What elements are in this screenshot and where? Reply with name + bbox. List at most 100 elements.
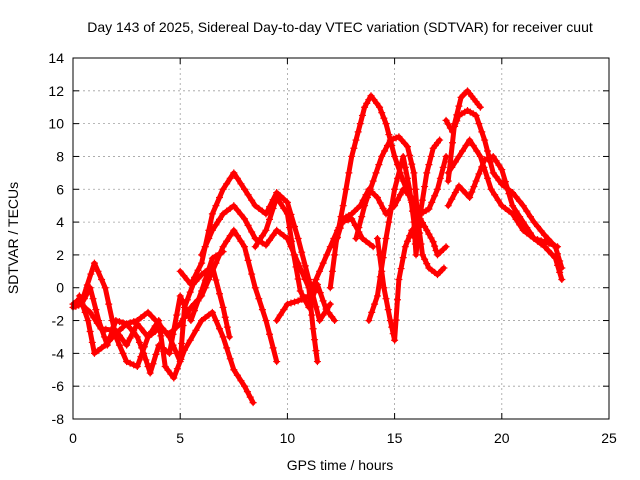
y-tick-label: 14 — [48, 50, 64, 66]
data-point — [75, 292, 83, 300]
data-point — [93, 319, 101, 327]
data-point — [498, 202, 506, 210]
data-point — [158, 324, 166, 332]
data-point — [216, 290, 224, 298]
data-point — [219, 248, 227, 256]
data-point — [241, 243, 249, 251]
data-point — [212, 252, 220, 260]
data-point — [312, 347, 320, 355]
data-point — [230, 202, 238, 210]
data-point — [316, 267, 324, 275]
data-point — [541, 238, 549, 246]
data-point — [369, 243, 377, 251]
data-point — [133, 333, 141, 341]
data-point — [126, 319, 134, 327]
data-point — [176, 267, 184, 275]
data-point — [505, 207, 513, 215]
data-point — [534, 222, 542, 230]
data-point — [391, 152, 399, 160]
data-point — [475, 120, 483, 128]
data-point — [396, 191, 404, 199]
data-point — [380, 284, 388, 292]
data-point — [86, 284, 94, 292]
data-point — [312, 303, 320, 311]
data-point — [512, 207, 520, 215]
data-point — [286, 224, 294, 232]
data-point — [251, 202, 259, 210]
data-point — [148, 327, 156, 335]
data-point — [119, 336, 127, 344]
data-point — [512, 215, 520, 223]
data-point — [219, 333, 227, 341]
data-point — [431, 192, 439, 200]
data-point — [226, 232, 234, 240]
data-point — [444, 120, 452, 128]
data-point — [361, 202, 369, 210]
data-point — [251, 284, 259, 292]
data-point — [244, 191, 252, 199]
data-point — [358, 213, 366, 221]
data-point — [301, 262, 309, 270]
data-point — [138, 344, 146, 352]
data-point — [406, 185, 414, 193]
data-point — [480, 163, 488, 171]
data-point — [216, 250, 224, 258]
data-point — [331, 243, 339, 251]
data-point — [130, 361, 138, 369]
data-point — [412, 251, 420, 259]
data-point — [382, 120, 390, 128]
data-point — [512, 193, 520, 201]
data-point — [428, 198, 436, 206]
data-point — [84, 317, 92, 325]
data-point — [472, 111, 480, 119]
data-point — [378, 152, 386, 160]
data-point — [308, 284, 316, 292]
data-point — [519, 202, 527, 210]
data-point — [294, 297, 302, 305]
data-point — [237, 180, 245, 188]
data-point — [219, 185, 227, 193]
data-point — [205, 265, 213, 273]
data-point — [381, 147, 389, 155]
data-point — [451, 122, 459, 130]
x-tick-label: 5 — [176, 430, 184, 446]
y-axis-label: SDTVAR / TECUs — [5, 182, 21, 294]
data-point — [208, 226, 216, 234]
data-point — [219, 210, 227, 218]
data-point — [472, 177, 480, 185]
data-point — [108, 334, 116, 342]
data-point — [140, 311, 148, 319]
data-point — [226, 204, 234, 212]
data-point — [373, 99, 381, 107]
data-point — [356, 120, 364, 128]
grid — [73, 58, 609, 419]
data-point — [183, 276, 191, 284]
data-point — [556, 268, 564, 276]
data-point — [90, 259, 98, 267]
data-point — [558, 276, 566, 284]
data-point — [280, 306, 288, 314]
data-point — [198, 259, 206, 267]
data-point — [554, 261, 562, 269]
data-point — [81, 308, 89, 316]
data-point — [179, 321, 187, 329]
data-point — [305, 292, 313, 300]
x-tick-label: 20 — [494, 430, 510, 446]
data-point — [276, 311, 284, 319]
data-point — [523, 207, 531, 215]
x-tick-label: 25 — [601, 430, 617, 446]
data-point — [144, 333, 152, 341]
data-point — [169, 341, 177, 349]
y-tick-label: -4 — [52, 345, 65, 361]
data-point — [429, 238, 437, 246]
data-point — [187, 317, 195, 325]
data-point — [416, 210, 424, 218]
data-point — [305, 303, 313, 311]
data-point — [255, 204, 263, 212]
data-point — [173, 311, 181, 319]
data-point — [246, 393, 254, 401]
data-point — [241, 382, 249, 390]
data-point — [123, 341, 131, 349]
data-point — [262, 226, 270, 234]
data-point — [358, 111, 366, 119]
